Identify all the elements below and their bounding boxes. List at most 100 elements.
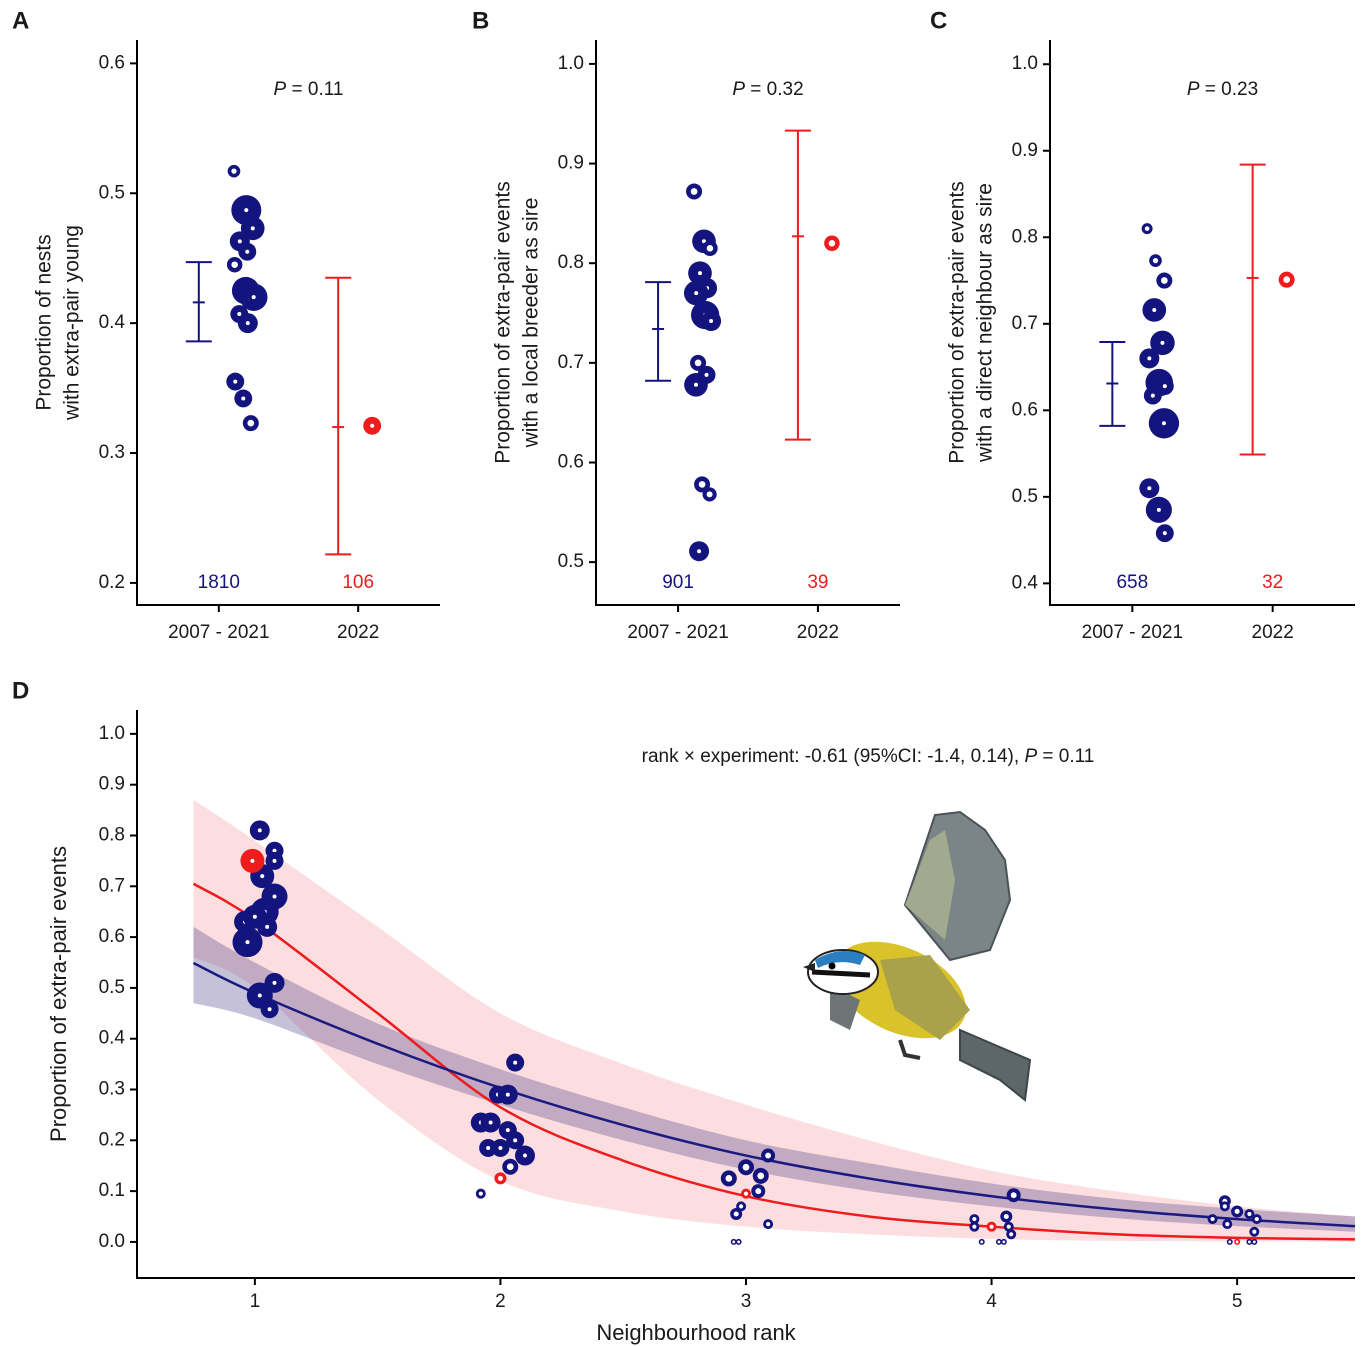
y-tick-label: 0.2 xyxy=(99,572,125,593)
y-axis-label: Proportion of extra-pair events xyxy=(46,846,71,1142)
bubble-center xyxy=(513,1060,518,1065)
bubble-center xyxy=(231,261,238,268)
bubble-center xyxy=(743,1191,749,1196)
bubble-center xyxy=(1150,393,1155,398)
y-tick-label: 0.5 xyxy=(558,551,584,572)
bubble-center xyxy=(1010,1192,1017,1199)
panel-label: D xyxy=(12,677,29,704)
bubble-center xyxy=(1160,277,1168,284)
bubble-center xyxy=(272,858,277,863)
bubble-center xyxy=(1147,356,1152,361)
sample-size: 106 xyxy=(342,572,374,593)
bubble-center xyxy=(498,1145,503,1150)
bubble-center xyxy=(1254,1216,1259,1222)
x-tick-label: 3 xyxy=(741,1291,752,1312)
annotation-p: P xyxy=(732,79,745,100)
y-tick-label: 0.6 xyxy=(1012,399,1038,420)
y-tick-label: 1.0 xyxy=(558,53,584,74)
bubble-center xyxy=(1002,1240,1006,1244)
bubble-center xyxy=(1162,531,1167,536)
y-tick-label: 0.3 xyxy=(99,442,125,463)
bubble-center xyxy=(245,249,250,254)
x-tick-label: 2022 xyxy=(1252,622,1294,643)
bubble-center xyxy=(738,1204,744,1209)
annotation-text: = 0.11 xyxy=(1037,746,1094,767)
bubble-center xyxy=(828,240,836,247)
bubble-center xyxy=(706,245,714,252)
bubble-center xyxy=(1248,1240,1251,1244)
bubble-center xyxy=(244,208,249,213)
annotation-text: = 0.11 xyxy=(286,79,343,100)
bubble-center xyxy=(251,295,256,300)
y-tick-label: 0.6 xyxy=(99,926,125,947)
y-tick-label: 0.6 xyxy=(99,52,125,73)
bubble-center xyxy=(1252,1229,1257,1234)
panel-label: C xyxy=(930,7,947,34)
bubble-center xyxy=(766,1222,771,1227)
bubble-center xyxy=(272,848,277,853)
sample-size: 32 xyxy=(1262,572,1283,593)
x-tick-label: 2007 - 2021 xyxy=(1082,622,1183,643)
annotation-text: = 0.32 xyxy=(745,79,804,100)
bubble-center xyxy=(997,1240,1001,1244)
bubble-center xyxy=(1210,1216,1215,1222)
bubble-center xyxy=(267,1007,272,1012)
bubble-center xyxy=(706,491,713,498)
x-tick-label: 1 xyxy=(250,1291,261,1312)
y-tick-label: 0.8 xyxy=(558,252,584,273)
bubble-center xyxy=(1009,1232,1014,1237)
bubble-center xyxy=(1152,257,1159,264)
annotation: P = 0.11 xyxy=(274,79,344,100)
bubble-center xyxy=(980,1240,984,1244)
confidence-band xyxy=(193,926,1355,1232)
bubble-center xyxy=(697,271,702,276)
bubble-center xyxy=(260,874,265,879)
y-tick-label: 0.8 xyxy=(99,825,125,846)
annotation-p: P xyxy=(274,79,287,100)
bubble-center xyxy=(757,1172,765,1180)
y-axis-label: Proportion of extra-pair events xyxy=(946,181,969,463)
bubble-center xyxy=(506,1163,514,1171)
x-tick-label: 2007 - 2021 xyxy=(627,622,728,643)
bubble-center xyxy=(1160,340,1165,345)
bubble-center xyxy=(1152,307,1157,312)
y-tick-label: 0.4 xyxy=(99,312,126,333)
bubble-center xyxy=(486,1145,491,1150)
bubble-center xyxy=(237,312,242,317)
x-tick-label: 2007 - 2021 xyxy=(168,622,269,643)
bubble-center xyxy=(522,1153,527,1158)
bubble-center xyxy=(241,396,246,401)
bubble-center xyxy=(1234,1208,1240,1214)
bubble-center xyxy=(265,924,270,929)
y-tick-label: 0.2 xyxy=(99,1129,125,1150)
sample-size: 901 xyxy=(662,572,694,593)
bubble-center xyxy=(497,1175,503,1181)
x-tick-label: 2022 xyxy=(337,622,379,643)
bubble-center xyxy=(272,980,277,985)
y-tick-label: 0.6 xyxy=(558,452,584,473)
bubble-center xyxy=(690,188,698,195)
y-axis-label: with a local breeder as sire xyxy=(520,198,543,449)
bubble-center xyxy=(1156,507,1161,512)
bubble-center xyxy=(733,1211,739,1217)
x-tick-label: 2022 xyxy=(797,622,839,643)
bubble-center xyxy=(247,419,255,427)
bubble-center xyxy=(1222,1204,1227,1209)
y-tick-label: 0.4 xyxy=(1012,572,1039,593)
bubble-center xyxy=(257,993,262,998)
bubble-center xyxy=(694,291,699,296)
bubble-center xyxy=(237,239,242,244)
bubble-center xyxy=(732,1240,736,1244)
y-tick-label: 0.5 xyxy=(99,182,125,203)
annotation-p: P xyxy=(1187,79,1200,100)
sample-size: 658 xyxy=(1116,572,1148,593)
y-tick-label: 0.9 xyxy=(99,774,125,795)
bubble-center xyxy=(1252,1240,1256,1244)
y-tick-label: 0.1 xyxy=(99,1180,125,1201)
y-tick-label: 0.9 xyxy=(558,153,584,174)
y-tick-label: 0.5 xyxy=(99,977,125,998)
y-tick-label: 0.0 xyxy=(99,1231,125,1252)
bubble-center xyxy=(1147,486,1152,491)
